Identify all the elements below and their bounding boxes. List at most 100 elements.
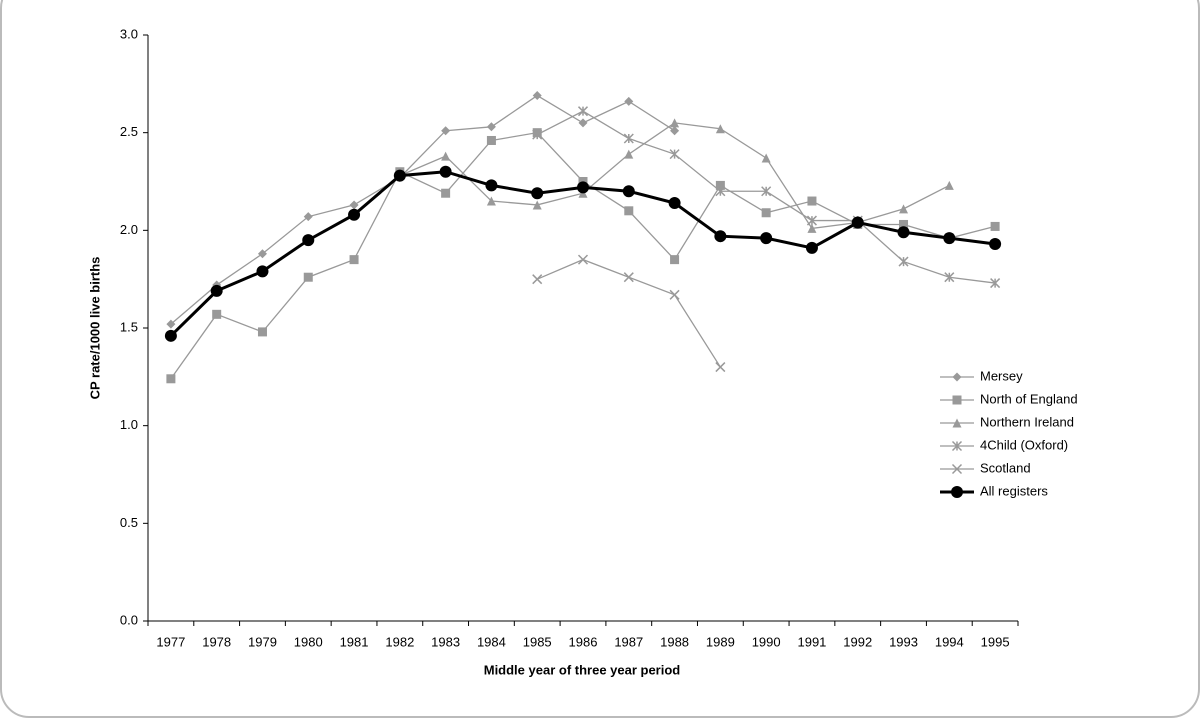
data-point: [210, 284, 223, 297]
data-point: [761, 153, 771, 163]
data-point: [990, 278, 1001, 289]
x-tick-label: 1978: [202, 634, 231, 649]
x-tick-label: 1988: [660, 634, 689, 649]
legend-label: 4Child (Oxford): [980, 437, 1068, 452]
data-point: [302, 234, 315, 247]
x-tick-label: 1995: [981, 634, 1010, 649]
data-point: [441, 151, 451, 161]
data-point: [944, 180, 954, 190]
data-point: [439, 165, 452, 178]
legend-label: North of England: [980, 391, 1078, 406]
series-line: [399, 122, 950, 230]
x-axis-title: Middle year of three year period: [484, 662, 681, 677]
data-point: [761, 208, 771, 218]
data-point: [807, 223, 817, 233]
data-point: [486, 135, 496, 145]
data-point: [257, 327, 267, 337]
data-point: [715, 180, 725, 190]
legend-label: Mersey: [980, 368, 1023, 383]
x-tick-label: 1977: [156, 634, 185, 649]
data-point: [303, 272, 313, 282]
data-point: [532, 91, 542, 101]
data-point: [257, 249, 267, 259]
legend-marker: [952, 395, 962, 405]
data-point: [670, 118, 680, 128]
data-point: [441, 126, 451, 136]
data-point: [807, 196, 817, 206]
x-tick-label: 1985: [523, 634, 552, 649]
data-point: [668, 196, 681, 209]
data-point: [166, 374, 176, 384]
legend-label: Northern Ireland: [980, 414, 1074, 429]
data-point: [441, 188, 451, 198]
data-point: [532, 129, 543, 140]
data-point: [486, 196, 496, 206]
data-point: [577, 254, 589, 265]
series-line: [536, 258, 721, 368]
data-point: [898, 256, 909, 267]
data-point: [897, 226, 910, 239]
data-point: [349, 200, 359, 210]
x-tick-label: 1990: [752, 634, 781, 649]
data-point: [578, 118, 588, 128]
legend-marker: [951, 440, 963, 452]
data-point: [624, 149, 634, 159]
data-point: [485, 179, 498, 192]
x-tick-label: 1981: [340, 634, 369, 649]
data-point: [486, 122, 496, 132]
y-tick-label: 2.0: [120, 222, 138, 237]
data-point: [761, 186, 772, 197]
data-point: [806, 215, 817, 226]
data-point: [623, 133, 634, 144]
y-tick-label: 0.5: [120, 515, 138, 530]
data-point: [944, 272, 955, 283]
x-tick-label: 1984: [477, 634, 506, 649]
data-point: [990, 221, 1000, 231]
series-line: [170, 94, 675, 325]
data-point: [577, 181, 589, 194]
data-point: [670, 255, 680, 265]
x-tick-label: 1989: [706, 634, 735, 649]
data-point: [348, 208, 361, 221]
legend-label: Scotland: [980, 460, 1031, 475]
data-point: [715, 124, 725, 134]
data-point: [624, 96, 634, 106]
legend-marker: [951, 463, 963, 475]
data-point: [577, 106, 589, 117]
legend-label: All registers: [980, 483, 1048, 498]
data-point: [670, 126, 680, 136]
x-tick-label: 1983: [431, 634, 460, 649]
y-tick-label: 0.0: [120, 612, 138, 627]
data-point: [164, 329, 177, 342]
data-point: [532, 274, 543, 285]
legend-marker: [952, 418, 962, 428]
x-tick-label: 1991: [797, 634, 826, 649]
y-tick-label: 3.0: [120, 26, 138, 41]
data-point: [669, 289, 680, 300]
data-point: [715, 362, 726, 373]
data-point: [256, 265, 269, 278]
data-point: [393, 169, 406, 182]
x-tick-label: 1994: [935, 634, 964, 649]
data-point: [851, 216, 864, 229]
data-point: [715, 186, 726, 197]
data-point: [212, 309, 222, 319]
x-tick-label: 1992: [843, 634, 872, 649]
x-tick-label: 1993: [889, 634, 918, 649]
data-point: [899, 219, 909, 229]
data-point: [349, 255, 359, 265]
data-point: [714, 230, 727, 243]
data-point: [531, 187, 544, 200]
series-line: [170, 131, 996, 380]
data-point: [989, 238, 1002, 251]
y-tick-label: 1.0: [120, 417, 138, 432]
x-tick-label: 1980: [294, 634, 323, 649]
data-point: [623, 272, 634, 283]
x-tick-label: 1987: [614, 634, 643, 649]
x-tick-label: 1982: [385, 634, 414, 649]
data-point: [532, 200, 542, 210]
legend-marker: [952, 372, 962, 382]
y-tick-label: 1.5: [120, 319, 138, 334]
